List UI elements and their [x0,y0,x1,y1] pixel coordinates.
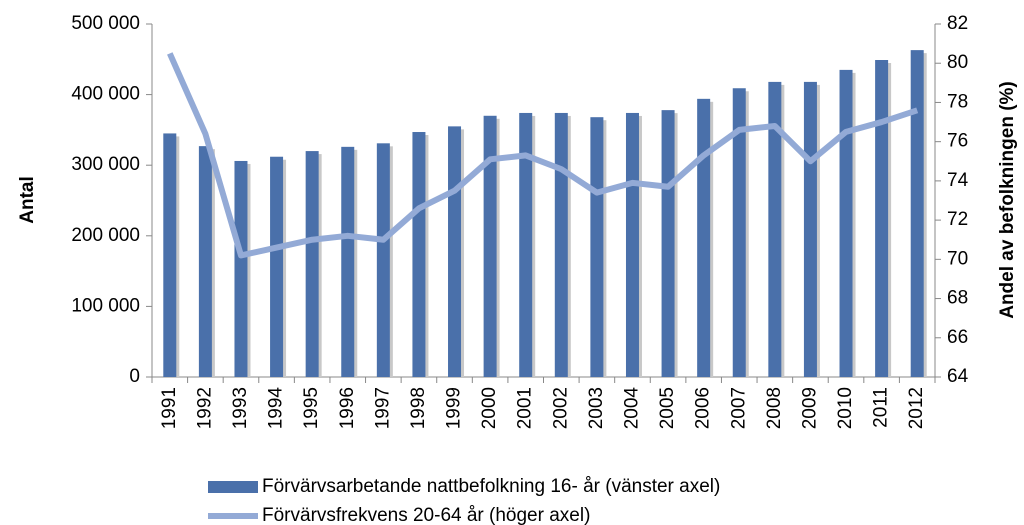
bar [376,143,390,377]
bar [234,160,248,377]
y-tick-label: 200 000 [71,225,140,246]
bar [270,156,284,377]
y-tick-label: 0 [129,366,140,387]
bar [839,69,853,377]
legend-swatch [208,481,258,493]
x-tick-label: 1995 [301,387,322,429]
bar [875,60,889,377]
bar [803,81,817,377]
x-tick-label: 2010 [835,387,856,429]
y2-tick-label: 70 [947,248,968,269]
x-tick-label: 1994 [266,387,287,430]
y2-tick-label: 66 [947,327,968,348]
bar [448,126,462,378]
y2-tick-label: 64 [947,366,969,387]
bar [412,132,426,377]
x-tick-label: 2005 [657,387,678,429]
y-tick-label: 100 000 [71,295,140,316]
x-tick-label: 2012 [906,387,927,429]
x-tick-label: 2000 [479,387,500,429]
y2-axis-label: Andel av befolkningen (%) [997,81,1018,319]
bar [519,112,533,378]
bar [697,98,711,377]
y2-tick-label: 78 [947,91,968,112]
y2-tick-label: 80 [947,52,968,73]
bar [483,115,497,377]
x-tick-label: 2007 [728,387,749,429]
y-tick-label: 500 000 [71,13,140,34]
bar [625,112,639,378]
y2-tick-label: 76 [947,131,968,152]
bar [163,133,177,377]
x-tick-label: 1996 [337,387,358,429]
bar [198,146,212,377]
x-tick-label: 1991 [159,387,180,429]
x-tick-label: 1992 [194,387,215,429]
bar [910,50,924,377]
x-tick-label: 1999 [444,387,465,429]
y-tick-label: 300 000 [71,154,140,175]
bar [590,117,604,377]
y-axis-label: Antal [17,176,38,224]
legend-label: Förvärvsfrekvens 20-64 år (höger axel) [262,505,590,525]
x-tick-label: 2008 [764,387,785,429]
bar [732,88,746,377]
x-tick-label: 2006 [693,387,714,429]
legend-label: Förvärvsarbetande nattbefolkning 16- år … [262,476,720,497]
x-tick-label: 2004 [621,387,642,430]
y2-tick-label: 68 [947,288,968,309]
x-tick-label: 1998 [408,387,429,429]
x-tick-label: 2003 [586,387,607,429]
x-tick-label: 2011 [871,387,892,428]
x-tick-label: 2001 [515,387,536,429]
y-tick-label: 400 000 [71,84,140,105]
bar [554,112,568,378]
y2-tick-label: 82 [947,13,968,34]
bar [341,146,355,377]
x-tick-label: 1993 [230,387,251,429]
y2-tick-label: 72 [947,209,968,230]
line [167,52,919,259]
bar [305,151,319,377]
bar [661,110,675,377]
x-tick-label: 2002 [550,387,571,429]
y2-tick-label: 74 [947,170,969,191]
x-tick-label: 2009 [799,387,820,429]
x-tick-label: 1997 [372,387,393,429]
bar [768,81,782,377]
